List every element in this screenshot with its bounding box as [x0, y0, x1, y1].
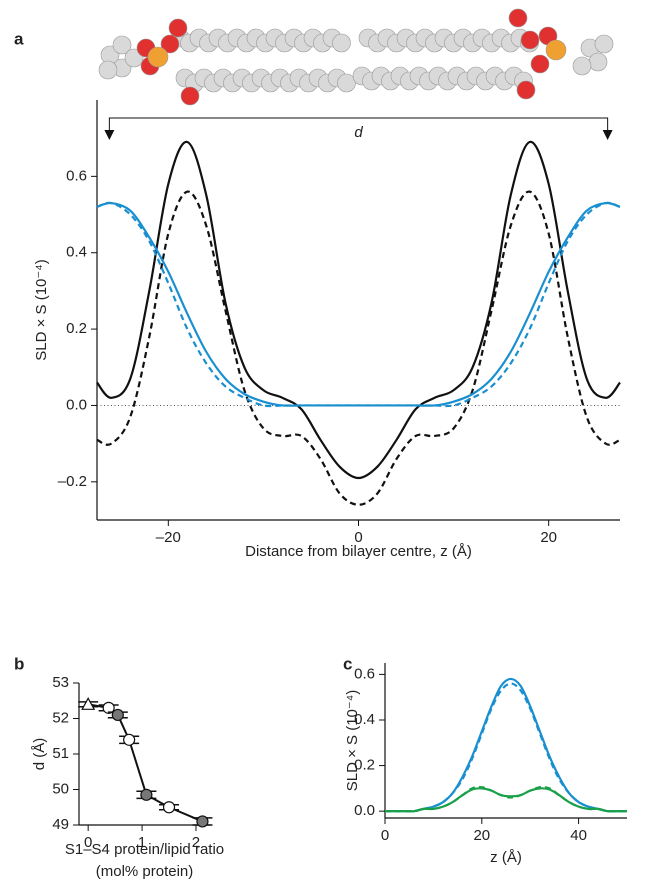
y-axis-label: d (Å)	[31, 738, 48, 771]
atom	[112, 35, 132, 55]
x-tick-label: 1	[138, 834, 146, 851]
marker	[123, 733, 136, 746]
atom	[160, 34, 180, 54]
x-tick-label: 20	[540, 529, 557, 546]
series-line	[96, 190, 621, 506]
atom	[168, 18, 188, 38]
y-tick-label: 0.6	[66, 167, 87, 184]
y-tick-label: 49	[52, 816, 69, 833]
y-tick-label: 0.0	[66, 396, 87, 413]
atom	[147, 46, 169, 68]
x-tick-label: 0	[354, 529, 362, 546]
y-tick-label: 53	[52, 674, 69, 691]
series-line	[96, 201, 621, 408]
series-line	[385, 677, 627, 813]
y-tick-label: 51	[52, 745, 69, 762]
atom	[588, 52, 608, 72]
panel-label: c	[343, 654, 352, 673]
panel-label: b	[14, 654, 24, 673]
x-tick-label: 20	[473, 827, 490, 844]
atom	[124, 48, 144, 68]
x-tick-label: 0	[84, 834, 92, 851]
marker	[162, 801, 176, 814]
y-tick-label: 50	[52, 780, 69, 797]
marker	[111, 708, 124, 722]
y-axis-label: SLD × S (10⁻⁴)	[344, 690, 361, 791]
x-tick-label: –20	[156, 529, 181, 546]
arrow-head	[104, 130, 115, 140]
panel-label: a	[14, 29, 24, 48]
arrow-head	[602, 130, 613, 140]
x-tick-label: 0	[381, 827, 389, 844]
atom	[594, 34, 614, 54]
series-line	[385, 787, 627, 813]
atom	[520, 30, 540, 50]
series-line	[96, 201, 621, 407]
marker	[196, 815, 209, 828]
atom	[545, 39, 567, 61]
x-tick-label: 2	[192, 834, 200, 851]
atom	[180, 86, 200, 106]
y-tick-label: 0.4	[354, 711, 375, 728]
y-tick-label: 52	[52, 709, 69, 726]
y-tick-label: 0.2	[354, 757, 375, 774]
y-tick-label: 0.6	[354, 665, 375, 682]
series-line	[87, 703, 203, 823]
atom	[516, 80, 536, 100]
atom	[508, 8, 528, 28]
series-line	[96, 140, 621, 480]
annotation-text: d	[354, 124, 363, 141]
atom	[572, 56, 592, 76]
atom	[337, 73, 356, 93]
atom	[530, 54, 550, 74]
y-tick-label: 0.0	[354, 802, 375, 819]
y-tick-label: 0.4	[66, 244, 87, 261]
atom	[98, 60, 118, 80]
marker	[81, 697, 96, 710]
marker	[140, 788, 153, 801]
x-axis-label: (mol% protein)	[96, 863, 194, 880]
series-line	[385, 682, 627, 813]
annotation-arrow	[108, 117, 609, 132]
x-axis-label: z (Å)	[490, 849, 522, 866]
atom	[332, 33, 351, 53]
y-tick-label: 0.2	[66, 320, 87, 337]
x-axis-label: Distance from bilayer centre, z (Å)	[245, 543, 472, 560]
y-axis-label: SLD × S (10⁻⁴)	[33, 259, 50, 360]
marker	[102, 701, 115, 714]
y-tick-label: –0.2	[58, 473, 87, 490]
x-axis-label: S1–S4 protein/lipid ratio	[65, 841, 224, 858]
x-tick-label: 40	[570, 827, 587, 844]
